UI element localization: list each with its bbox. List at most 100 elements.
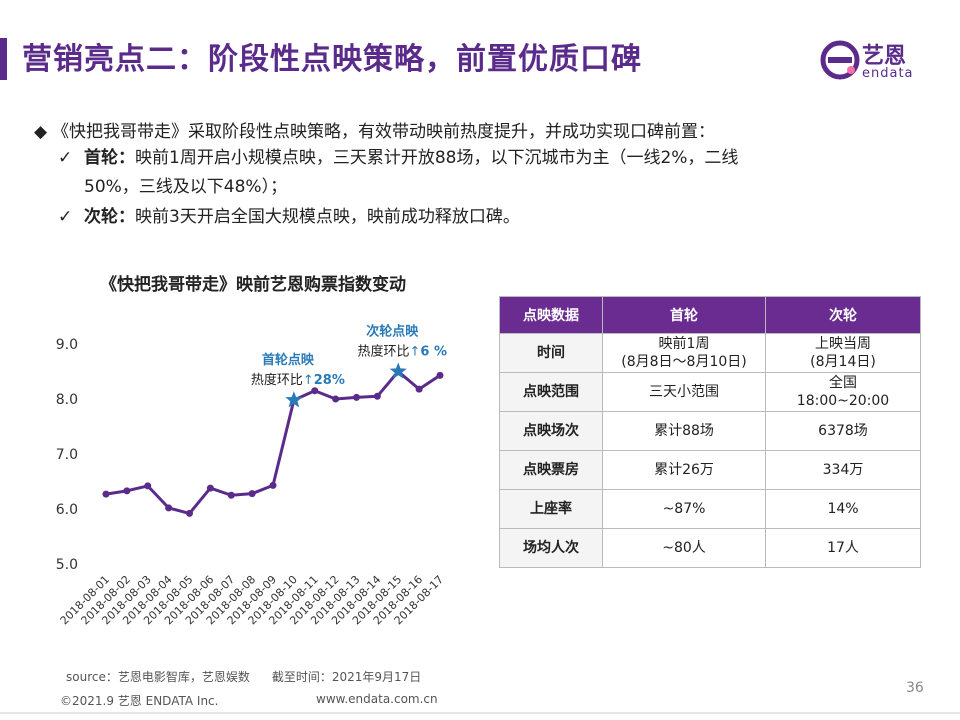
logo-en-text: endata	[862, 66, 914, 81]
chart-title: 《快把我哥带走》映前艺恩购票指数变动	[100, 275, 406, 295]
second-round-cell: 全国 18:00~20:00	[765, 372, 921, 412]
title-accent-bar	[0, 38, 7, 80]
second-round-text: 映前3天开启全国大规模点映，映前成功释放口碑。	[135, 207, 520, 227]
annotation-sub: 热度环比	[357, 344, 409, 360]
data-point	[144, 482, 152, 490]
table-row: 点映场次 累计88场 6378场	[499, 411, 921, 451]
second-round-cell: 14%	[765, 489, 921, 529]
first-round-cell: 累计26万	[602, 450, 766, 490]
table-row: 时间 映前1周 (8月8日～8月10日) 上映当周 (8月14日)	[499, 333, 921, 373]
annotation-value: 28%	[314, 373, 345, 388]
table-row: 场均人次 ~80人 17人	[499, 528, 921, 568]
data-point	[269, 481, 277, 489]
data-point	[436, 371, 444, 379]
first-round-cell: 三天小范围	[602, 372, 766, 412]
row-label: 点映场次	[499, 411, 603, 451]
arrow-up-icon: ↑	[303, 373, 314, 388]
first-round-bullet: ✓ 首轮：映前1周开启小规模点映，三天累计开放88场，以下沉城市为主（一线2%，二…	[58, 144, 738, 202]
first-round-text-1: 映前1周开启小规模点映，三天累计开放88场，以下沉城市为主（一线2%，二线	[135, 148, 739, 168]
page-number: 36	[906, 680, 924, 696]
second-round-bullet: ✓ 次轮：映前3天开启全国大规模点映，映前成功释放口碑。	[58, 203, 520, 232]
first-round-cell: 累计88场	[602, 411, 766, 451]
table-row: 点映票房 累计26万 334万	[499, 450, 921, 490]
check-icon: ✓	[58, 148, 73, 168]
cell-line: 14%	[827, 501, 859, 517]
row-label: 点映范围	[499, 372, 603, 412]
second-round-cell: 17人	[765, 528, 921, 568]
endata-logo-icon	[820, 40, 860, 80]
second-round-cell: 334万	[765, 450, 921, 490]
first-round-label: 首轮：	[84, 148, 135, 168]
annotation-title: 次轮点映	[366, 324, 419, 340]
row-label: 场均人次	[499, 528, 603, 568]
cell-line: 全国	[829, 375, 857, 391]
cell-line: 映前1周	[658, 336, 710, 352]
table-header-cell: 首轮	[602, 296, 766, 334]
y-tick-label: 6.0	[56, 502, 78, 518]
ticket-index-line-chart: 5.06.07.08.09.02018-08-012018-08-022018-…	[56, 324, 447, 628]
table-header-cell: 点映数据	[499, 296, 603, 334]
data-point	[248, 490, 256, 498]
y-tick-label: 8.0	[56, 392, 78, 408]
data-point	[311, 387, 319, 395]
row-label: 上座率	[499, 489, 603, 529]
data-point	[186, 509, 193, 517]
source-note: source：艺恩电影智库，艺恩娱数 截至时间：2021年9月17日	[66, 668, 421, 685]
table-header-cell: 次轮	[765, 296, 921, 334]
annotation-value: 6 %	[420, 345, 447, 360]
cell-line: 上映当周	[815, 336, 871, 352]
second-round-label: 次轮：	[84, 207, 135, 227]
star-marker-icon	[389, 362, 407, 379]
cutoff-text: 截至时间：2021年9月17日	[271, 670, 422, 684]
row-label: 时间	[499, 333, 603, 373]
cell-line: (8月14日)	[810, 354, 876, 370]
copyright: ©2021.9 艺恩 ENDATA Inc.	[60, 694, 219, 708]
annotation-title: 首轮点映	[262, 352, 315, 368]
annotation-change: 热度环比↑6 %	[357, 344, 447, 360]
website-link[interactable]: www.endata.com.cn	[316, 692, 438, 706]
cell-line: ~87%	[662, 501, 706, 517]
intro-text: 《快把我哥带走》采取阶段性点映策略，有效带动映前热度提升，并成功实现口碑前置：	[52, 122, 715, 142]
data-point	[227, 491, 235, 499]
annotation-change: 热度环比↑28%	[251, 372, 345, 388]
data-point	[165, 504, 173, 512]
endata-logo: 艺恩 endata	[820, 36, 940, 86]
table-row: 点映范围 三天小范围 全国 18:00~20:00	[499, 372, 921, 412]
star-marker-icon	[285, 391, 303, 408]
page-title: 营销亮点二：阶段性点映策略，前置优质口碑	[22, 42, 642, 77]
first-round-cell: ~87%	[602, 489, 766, 529]
cell-line: ~80人	[662, 540, 706, 556]
cell-line: 三天小范围	[649, 384, 719, 400]
y-tick-label: 9.0	[56, 337, 78, 353]
diamond-bullet-icon: ◆	[34, 122, 48, 142]
cell-line: 17人	[827, 540, 859, 556]
y-tick-label: 5.0	[56, 557, 78, 573]
footer-divider	[0, 712, 960, 714]
y-tick-label: 7.0	[56, 447, 78, 463]
data-point	[373, 392, 381, 400]
intro-bullet: ◆ 《快把我哥带走》采取阶段性点映策略，有效带动映前热度提升，并成功实现口碑前置：	[34, 117, 715, 142]
data-point	[332, 395, 340, 403]
screening-data-table: 点映数据 首轮 次轮 时间 映前1周 (8月8日～8月10日) 上映当周 (8月14日)…	[499, 296, 921, 568]
annotation-sub: 热度环比	[251, 372, 303, 388]
data-point	[123, 487, 131, 495]
first-round-cell: 映前1周 (8月8日～8月10日)	[602, 333, 766, 373]
data-point	[415, 385, 423, 393]
second-round-cell: 6378场	[765, 411, 921, 451]
row-label: 点映票房	[499, 450, 603, 490]
logo-cn-text: 艺恩	[862, 44, 907, 69]
first-round-cell: ~80人	[602, 528, 766, 568]
data-point	[102, 490, 110, 498]
check-icon: ✓	[58, 207, 73, 227]
cell-line: 6378场	[818, 423, 868, 439]
cell-line: 334万	[822, 462, 864, 478]
first-round-text-2: 50%，三线及以下48%）；	[84, 177, 288, 197]
table-header-row: 点映数据 首轮 次轮	[499, 296, 921, 334]
cell-line: 18:00~20:00	[796, 393, 890, 409]
source-text: source：艺恩电影智库，艺恩娱数	[66, 670, 250, 684]
cell-line: 累计88场	[654, 423, 714, 439]
cell-line: 累计26万	[654, 462, 714, 478]
data-point	[206, 484, 214, 492]
series-line	[105, 370, 441, 515]
cell-line: (8月8日～8月10日)	[621, 354, 747, 370]
